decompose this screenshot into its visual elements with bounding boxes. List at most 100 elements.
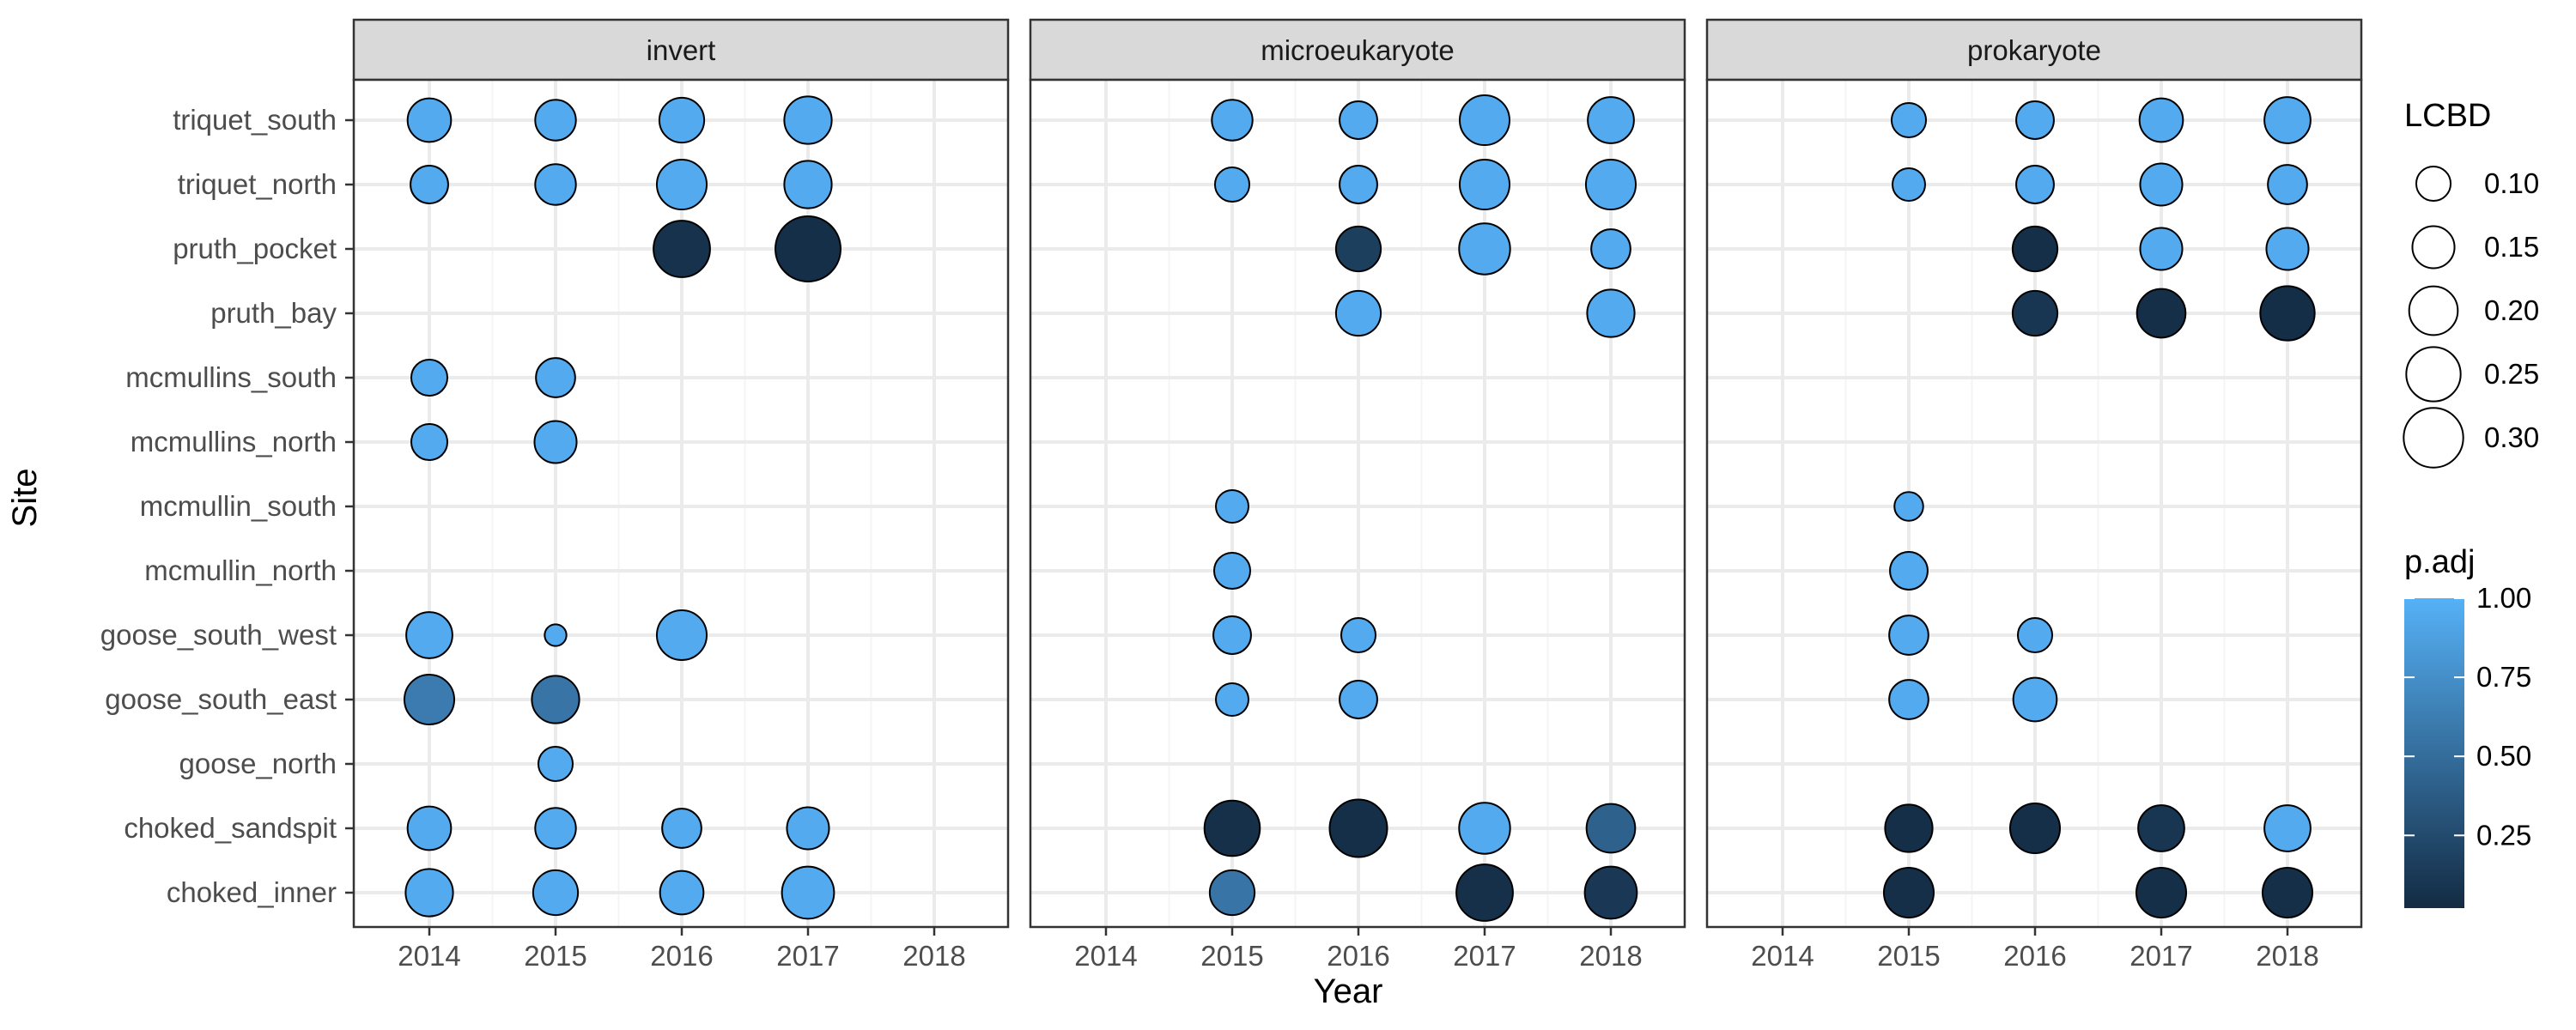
x-tick-label: 2014: [1751, 940, 1814, 972]
data-point: [775, 215, 841, 282]
data-point: [1583, 865, 1638, 920]
x-tick-label: 2014: [398, 940, 460, 972]
grid: [1030, 80, 1685, 927]
data-point: [535, 357, 576, 398]
data-point: [1458, 94, 1511, 147]
data-point: [2015, 100, 2055, 140]
color-legend-label: 0.25: [2476, 819, 2531, 851]
data-point: [404, 868, 454, 918]
data-point: [2008, 802, 2062, 855]
x-axis-title: Year: [1314, 972, 1383, 1010]
x-tick-label: 2018: [1579, 940, 1642, 972]
data-point: [406, 97, 453, 143]
x-tick-label: 2016: [1327, 940, 1389, 972]
data-point: [1203, 799, 1261, 857]
y-axis: triquet_south triquet_north pruth_pocketpr…: [100, 104, 354, 908]
data-point: [2139, 162, 2184, 207]
data-point: [781, 865, 835, 920]
data-point: [544, 623, 568, 647]
x-tick-label: 2018: [902, 940, 965, 972]
data-point: [2015, 165, 2055, 204]
data-point: [406, 805, 453, 851]
data-point: [2265, 227, 2310, 271]
size-legend-label: 0.15: [2484, 231, 2539, 263]
x-tick-label: 2018: [2256, 940, 2318, 972]
facet-panel-invert: invert 2014 2015 2016 2017 2018: [352, 18, 1010, 972]
y-axis-title: Site: [6, 469, 44, 528]
data-point: [1590, 228, 1631, 270]
facet-strip: [1705, 18, 2363, 82]
y-tick-label: pruth_bay: [210, 297, 337, 329]
data-point: [1890, 101, 1928, 139]
y-tick-label: mcmullin_north: [144, 554, 337, 586]
color-legend-label: 0.75: [2476, 661, 2531, 693]
size-legend-label: 0.20: [2484, 294, 2539, 326]
facet-label: invert: [647, 34, 716, 66]
y-tick-label: goose_north: [179, 748, 337, 779]
facet-label: microeukaryote: [1261, 34, 1455, 66]
size-legend-title: LCBD: [2404, 98, 2491, 134]
y-tick-label: pruth_pocket: [173, 233, 337, 264]
data-point: [1584, 158, 1637, 211]
data-point: [1585, 803, 1637, 854]
size-legend: 0.10 0.15 0.20 0.25 0.30: [2403, 165, 2539, 469]
data-point: [1215, 489, 1249, 524]
y-tick-label: mcmullin_south: [140, 490, 337, 522]
data-point: [786, 806, 830, 851]
x-tick-label: 2015: [1877, 940, 1940, 972]
facet-panels: invert 2014 2015 2016 2017 2018 microeukaryote…: [352, 18, 2363, 972]
data-point: [1888, 615, 1929, 656]
legend: LCBD 0.10 0.15 0.20 0.25 0.30 p.adj 0.25 0.50…: [2403, 98, 2539, 908]
data-point: [1458, 158, 1511, 211]
data-point: [1212, 551, 1252, 591]
size-legend-label: 0.30: [2484, 421, 2539, 453]
y-tick-label: goose_south_east: [105, 683, 337, 715]
data-point: [655, 609, 708, 662]
x-tick-label: 2017: [1453, 940, 1516, 972]
size-legend-label: 0.10: [2484, 167, 2539, 199]
color-legend-label: 1.00: [2476, 582, 2531, 614]
data-point: [1339, 100, 1378, 140]
data-point: [1882, 866, 1935, 919]
data-point: [1587, 96, 1635, 144]
data-point: [653, 220, 711, 278]
data-point: [410, 422, 449, 462]
y-tick-label: choked_sandspit: [124, 812, 337, 844]
data-point: [1455, 863, 1514, 922]
data-point: [534, 807, 577, 850]
x-tick-label: 2014: [1074, 940, 1137, 972]
data-point: [1888, 679, 1929, 720]
data-point: [1884, 803, 1934, 853]
data-point: [659, 869, 705, 916]
data-point: [1339, 680, 1378, 719]
data-point: [2012, 676, 2058, 723]
y-tick-label: mcmullins_north: [131, 426, 337, 457]
facet-strip: [352, 18, 1010, 82]
data-point: [658, 96, 706, 144]
data-point: [1211, 99, 1254, 142]
data-point: [2136, 288, 2187, 339]
y-tick-label: triquet_south: [173, 104, 337, 136]
x-tick-label: 2015: [524, 940, 586, 972]
size-legend-key: [2403, 407, 2464, 469]
facet-strip: [1029, 18, 1686, 82]
grid: [1707, 80, 2361, 927]
x-tick-label: 2016: [2003, 940, 2066, 972]
data-point: [1212, 615, 1252, 655]
y-tick-label: mcmullins_south: [125, 361, 337, 393]
data-point: [2259, 285, 2316, 342]
color-legend-label: 0.50: [2476, 740, 2531, 772]
data-point: [532, 869, 580, 917]
data-point: [661, 808, 702, 849]
size-legend-key: [2415, 165, 2452, 203]
size-legend-label: 0.25: [2484, 358, 2539, 390]
data-point: [1328, 798, 1388, 858]
data-point: [2016, 616, 2054, 654]
data-point: [2011, 225, 2059, 273]
data-point: [534, 99, 577, 142]
data-point: [1458, 222, 1511, 276]
data-point: [2137, 804, 2185, 852]
data-point: [2263, 804, 2312, 852]
data-point: [1340, 616, 1377, 654]
